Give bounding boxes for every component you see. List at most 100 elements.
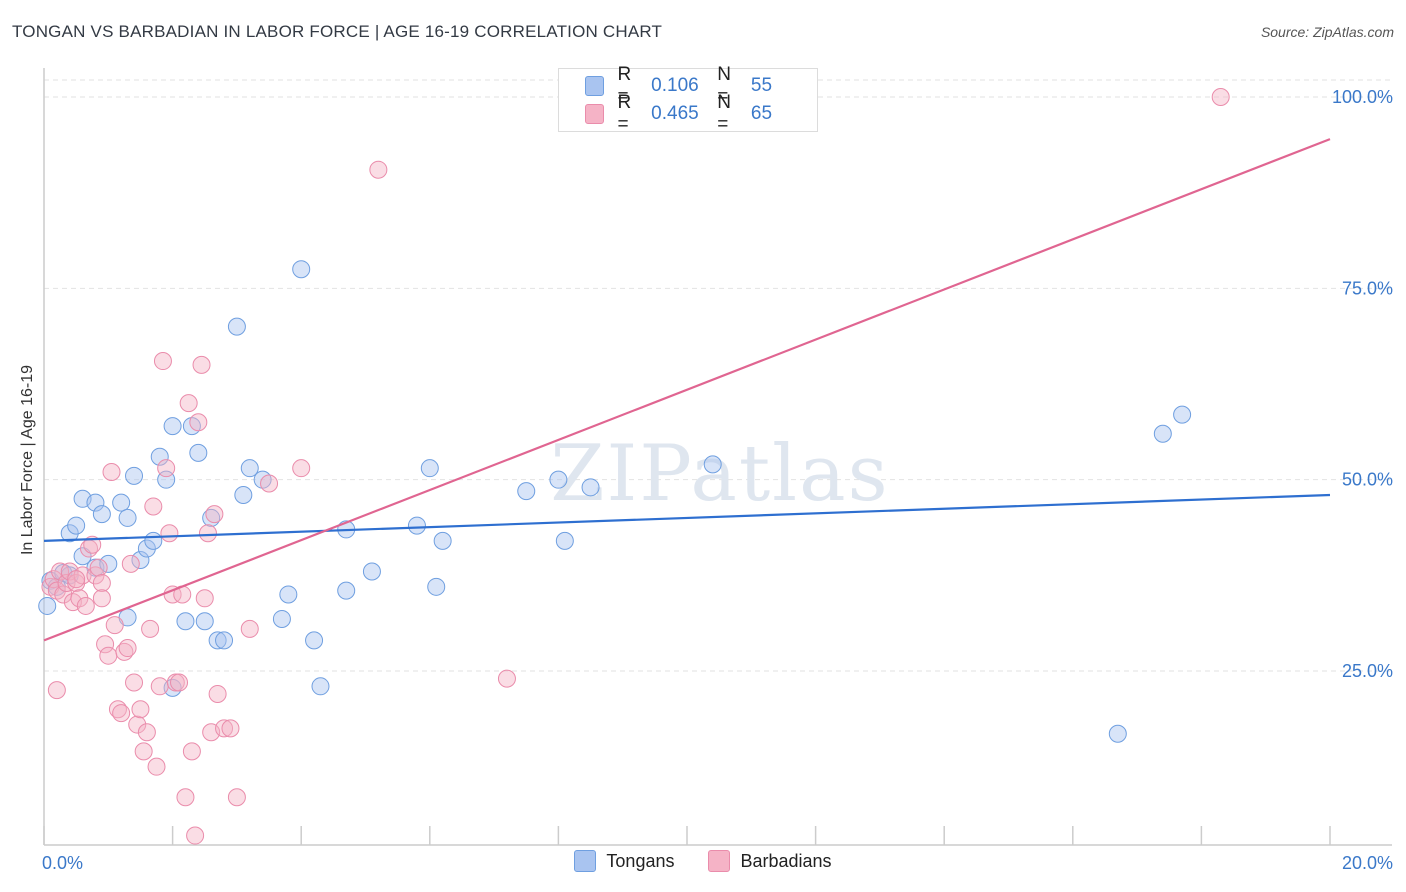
data-point [497,669,516,688]
legend-label-tongans: Tongans [606,850,675,871]
data-point [125,466,144,485]
data-point [420,459,439,478]
data-point [99,646,118,665]
data-point [195,612,214,631]
data-point [105,616,124,635]
data-point [240,459,259,478]
data-point [144,497,163,516]
data-point [118,639,137,658]
data-point [112,704,131,723]
data-point [112,493,131,512]
data-point [549,470,568,489]
legend-item-tongans[interactable]: Tongans [574,850,674,872]
y-tick-label: 75.0% [1342,278,1393,298]
data-point [221,719,240,738]
data-point [157,459,176,478]
data-point [102,463,121,482]
x-tick-label: 20.0% [1342,853,1393,873]
legend-item-barbadians[interactable]: Barbadians [708,850,832,872]
data-point [189,443,208,462]
data-point [182,742,201,761]
data-point [83,535,102,554]
data-point [150,677,169,696]
correlation-legend: R = 0.106 N = 55 R = 0.465 N = 65 [558,64,818,135]
data-point [208,631,227,650]
data-point [215,719,234,738]
legend-row-tongans: R = 0.106 N = 55 [585,64,817,107]
data-point [1108,724,1127,743]
legend-swatch-barbadians [708,850,731,872]
data-point [234,485,253,504]
data-point [125,673,144,692]
data-point [150,447,169,466]
legend-r-label: R = [617,64,632,107]
data-point [427,577,446,596]
series-legend: Tongans Barbadians [0,850,1406,872]
data-point [70,589,89,608]
data-point [38,596,57,615]
data-point [67,573,86,592]
trend-line [43,138,1331,642]
data-point [517,482,536,501]
data-point [131,551,150,570]
data-point [555,531,574,550]
data-point [1153,424,1172,443]
data-point [703,455,722,474]
data-point [272,609,291,628]
data-point [407,516,426,535]
data-point [92,589,111,608]
data-point [92,573,111,592]
data-point [215,631,234,650]
legend-n-label: N = [717,64,731,107]
data-point [311,677,330,696]
data-point [292,260,311,279]
data-point [121,554,140,573]
legend-n-value: 55 [750,75,773,96]
data-point [99,554,118,573]
legend-swatch-tongans [585,76,604,96]
data-point [240,619,259,638]
data-point [227,788,246,807]
data-point [73,547,92,566]
series-tongans [38,260,1192,743]
data-point [260,474,279,493]
data-point [192,355,211,374]
data-point [153,352,172,371]
y-tick-label: 50.0% [1342,470,1393,490]
x-tick-label: 0.0% [42,853,83,873]
data-point [118,508,137,527]
data-point [189,413,208,432]
data-point [67,516,86,535]
data-point [96,635,115,654]
data-point [92,505,111,524]
source-label: Source: ZipAtlas.com [1260,24,1394,40]
watermark: ZIPatlas [550,429,889,519]
data-point [433,531,452,550]
data-point [369,160,388,179]
data-point [198,524,217,543]
grid-lines [44,79,1392,672]
series-barbadians [41,88,1230,845]
y-tick-label: 100.0% [1332,87,1393,107]
data-point [176,612,195,631]
data-point [131,700,150,719]
legend-swatch-barbadians [585,104,604,124]
legend-r-label: R = [617,92,632,135]
tick-labels: 25.0% 50.0% 75.0% 100.0% 0.0% 20.0% [42,87,1393,873]
data-point [144,531,163,550]
data-point [141,619,160,638]
data-point [227,317,246,336]
data-point [128,715,147,734]
data-point [581,478,600,497]
legend-row-barbadians: R = 0.465 N = 65 [585,92,817,135]
trend-line [43,493,1331,542]
data-point [292,459,311,478]
data-point [195,589,214,608]
data-point [305,631,324,650]
data-point [137,539,156,558]
data-point [160,524,179,543]
data-point [1211,88,1230,106]
data-point [60,524,79,543]
data-point [186,826,205,845]
